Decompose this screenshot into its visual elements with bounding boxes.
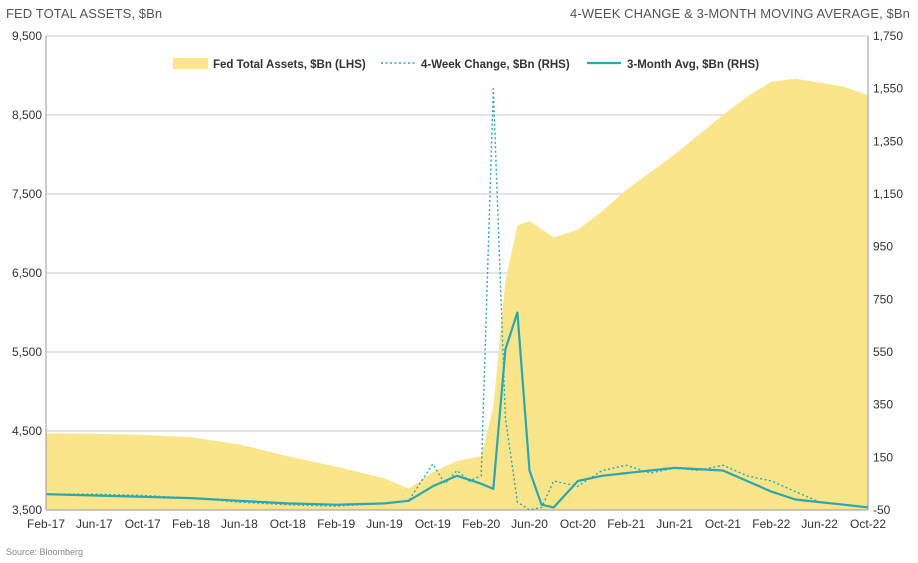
source-note: Source: Bloomberg xyxy=(6,547,84,557)
right-axis-title: 4-WEEK CHANGE & 3-MONTH MOVING AVERAGE, … xyxy=(570,6,910,21)
x-tick-label: Feb-20 xyxy=(462,517,500,531)
x-tick-label: Oct-18 xyxy=(270,517,306,531)
x-tick-label: Oct-21 xyxy=(705,517,741,531)
x-tick-label: Oct-17 xyxy=(125,517,161,531)
y-right-tick-label: 1,750 xyxy=(873,29,903,43)
x-tick-label: Oct-19 xyxy=(415,517,451,531)
legend-label-3mo: 3-Month Avg, $Bn (RHS) xyxy=(627,59,759,71)
series-lines xyxy=(45,88,869,511)
y-left-tick-label: 4,500 xyxy=(12,424,42,438)
series-line-3mo-avg xyxy=(45,311,869,509)
y-right-tick-label: 350 xyxy=(873,398,893,412)
left-axis-title: FED TOTAL ASSETS, $Bn xyxy=(6,6,163,21)
x-tick-label: Feb-21 xyxy=(607,517,645,531)
series-line-4wk-change xyxy=(46,88,869,511)
y-right-tick-label: 550 xyxy=(873,345,893,359)
x-tick-label: Jun-17 xyxy=(76,517,113,531)
x-tick-label: Feb-17 xyxy=(27,517,65,531)
x-tick-label: Feb-18 xyxy=(172,517,210,531)
x-tick-label: Jun-22 xyxy=(801,517,838,531)
x-tick-label: Oct-20 xyxy=(560,517,596,531)
y-left-tick-label: 5,500 xyxy=(12,345,42,359)
y-right-tick-label: 1,150 xyxy=(873,187,903,201)
legend-swatch-assets xyxy=(173,58,208,69)
y-left-tick-label: 3,500 xyxy=(12,503,42,517)
y-left-tick-label: 6,500 xyxy=(12,266,42,280)
legend-label-assets: Fed Total Assets, $Bn (LHS) xyxy=(213,59,366,71)
x-tick-label: Jun-19 xyxy=(366,517,403,531)
y-right-tick-label: 150 xyxy=(873,450,893,464)
y-left-tick-label: 9,500 xyxy=(12,29,42,43)
y-right-tick-label: 1,350 xyxy=(873,134,903,148)
y-left-tick-label: 8,500 xyxy=(12,108,42,122)
assets-area xyxy=(46,78,868,510)
axes: 3,500 4,500 5,500 6,500 7,500 8,500 9,500 -50 15… xyxy=(12,29,903,531)
x-tick-label: Jun-21 xyxy=(656,517,693,531)
legend: Fed Total Assets, $Bn (LHS) 4-Week Chang… xyxy=(173,58,759,71)
y-right-tick-label: 750 xyxy=(873,292,893,306)
x-tick-label: Jun-20 xyxy=(511,517,548,531)
series-area-fed-assets xyxy=(46,78,868,510)
y-right-tick-label: -50 xyxy=(873,503,891,517)
x-tick-label: Feb-22 xyxy=(752,517,790,531)
x-tick-label: Jun-18 xyxy=(221,517,258,531)
y-right-tick-label: 1,550 xyxy=(873,82,903,96)
legend-label-4wk: 4-Week Change, $Bn (RHS) xyxy=(421,59,570,71)
y-left-tick-label: 7,500 xyxy=(12,187,42,201)
x-tick-label: Feb-19 xyxy=(317,517,355,531)
x-tick-label: Oct-22 xyxy=(850,517,886,531)
y-right-tick-label: 950 xyxy=(873,240,893,254)
